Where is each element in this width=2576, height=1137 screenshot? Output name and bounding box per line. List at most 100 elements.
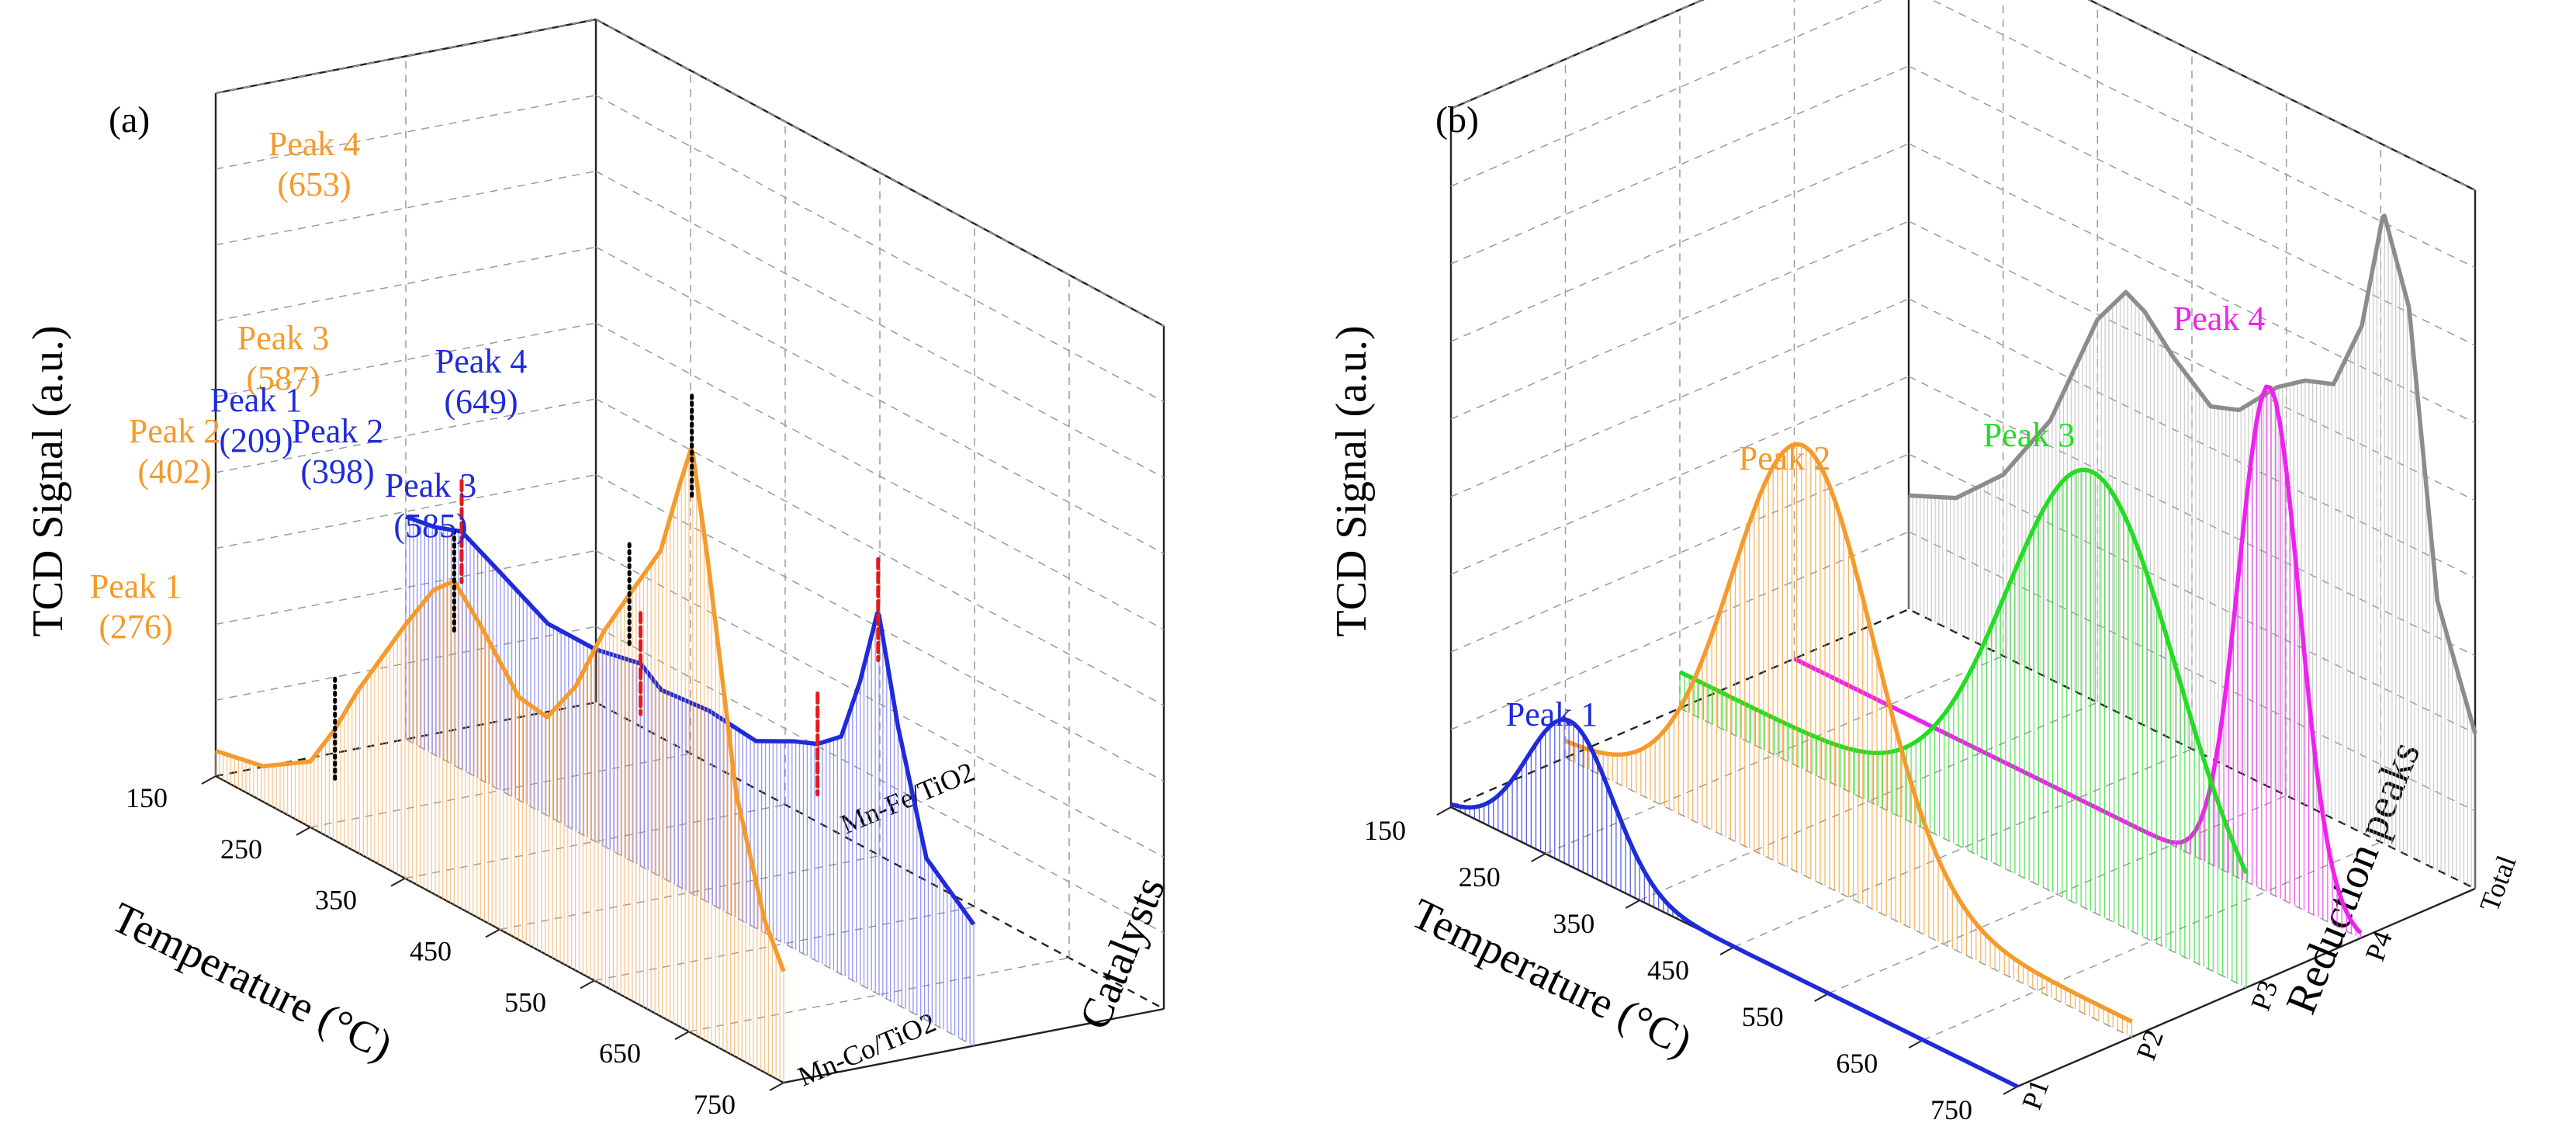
- panel-a-xtick: 350: [315, 885, 357, 916]
- panel-b-xtick-mark: [1908, 1039, 1923, 1049]
- panel-b-left-hgrid: [1450, 220, 1909, 420]
- panel-a-xtick: 650: [599, 1038, 641, 1069]
- panel-a-peak-label: Peak 1: [90, 567, 182, 605]
- panel-a-xtick: 150: [126, 782, 168, 813]
- panel-b-back-hgrid: [1908, 376, 2476, 657]
- panel-b-series-total: [1908, 213, 2477, 889]
- panel-a-zlabel: Catalysts: [1071, 870, 1175, 1036]
- panel-a-xtick-mark: [674, 1031, 690, 1041]
- panel-b-xtick: 150: [1364, 815, 1406, 846]
- panel-b-xtick-mark: [1625, 900, 1640, 909]
- panel-a-chart: (a) TCD Signal (a.u.) 150 250 350 450 550 650 75…: [24, 18, 1175, 1120]
- panel-b-peak-label: Peak 4: [2173, 300, 2266, 338]
- panel-b-xtick-mark: [1436, 806, 1452, 816]
- panel-b-xtick: 650: [1836, 1048, 1878, 1079]
- panel-a-left-hgrid: [215, 19, 597, 94]
- panel-b-peak-label: Peak 3: [1983, 416, 2076, 454]
- panel-b-xtick-mark: [2003, 1086, 2018, 1095]
- panel-a-xtick: 550: [504, 986, 546, 1017]
- panel-b-left-hgrid: [1450, 65, 1909, 265]
- panel-a-xtick: 450: [410, 936, 452, 967]
- panel-b-xtick: 250: [1459, 861, 1501, 893]
- panel-a-peak-temp: (653): [277, 165, 351, 203]
- panel-a-category-label: Mn-Co/TiO2: [793, 1007, 940, 1093]
- panel-a-label: (a): [109, 99, 150, 140]
- panel-b-top-edge: [1450, 0, 2476, 192]
- panel-a-peak-label: Peak 2: [292, 412, 384, 450]
- panel-b-series-p3-curve: [1678, 467, 2249, 875]
- panel-b-xtick: 550: [1742, 1001, 1784, 1032]
- panel-a-xtick-mark: [769, 1082, 784, 1091]
- panel-a-back-hgrid: [595, 398, 1165, 706]
- panel-a-floor-grid: [310, 753, 691, 828]
- panel-a-left-hgrid: [215, 398, 597, 473]
- panel-a-left-hgrid: [215, 473, 597, 549]
- panel-a-xtick-mark: [296, 826, 311, 836]
- panel-a-frame: [214, 18, 1165, 1084]
- panel-b-back-hgrid: [1908, 65, 2476, 346]
- panel-b-category-label: P1: [2016, 1075, 2055, 1113]
- panel-a-peak-label: Peak 3: [237, 319, 330, 357]
- panel-a-peak-label: Peak 4: [435, 342, 528, 380]
- panel-a-floor-grid: [594, 906, 975, 982]
- panel-a-back-hgrid: [595, 246, 1165, 554]
- panel-b-peak-label: Peak 1: [1506, 695, 1598, 733]
- panel-b-label: (b): [1435, 99, 1479, 140]
- panel-a-series-orange: [215, 447, 786, 1083]
- panel-b-chart: (b) TCD Signal (a.u.) 150 250 350 450 550 650 75…: [1328, 0, 2522, 1125]
- panel-b-xtick-mark: [1719, 946, 1735, 955]
- panel-a-peak-temp: (587): [246, 359, 320, 397]
- panel-b-category-label: P4: [2359, 927, 2398, 965]
- panel-a-xtick-mark: [390, 877, 406, 887]
- panel-b-xtick-mark: [1814, 993, 1830, 1002]
- panel-b-xtick: 750: [1930, 1094, 1972, 1125]
- panel-a-back-hgrid: [595, 19, 1165, 327]
- panel-b-series-p1-curve: [1450, 717, 2019, 1089]
- panel-b-ylabel: TCD Signal (a.u.): [1328, 325, 1376, 636]
- panel-a-xtick: 750: [694, 1089, 736, 1120]
- panel-b-xtick: 450: [1647, 955, 1689, 986]
- panel-a-xtick-mark: [580, 979, 595, 990]
- panel-a-series-orange-curve: [215, 447, 786, 972]
- panel-a-left-hgrid: [215, 549, 597, 626]
- panel-a-xtick-mark: [201, 775, 216, 785]
- panel-a-peak-label: Peak 1: [210, 381, 303, 419]
- panel-b-category-label: P2: [2130, 1026, 2169, 1064]
- panel-a-xtick-mark: [485, 928, 500, 938]
- panel-a-peak-label: Peak 2: [129, 412, 221, 450]
- panel-b-peak-label: Peak 2: [1739, 439, 1831, 477]
- panel-a-back-hgrid: [595, 549, 1165, 858]
- panel-a-floor-grid: [499, 854, 881, 931]
- panel-a-peak-label: Peak 4: [268, 125, 361, 163]
- panel-b-xtick-mark: [1531, 853, 1546, 862]
- panel-b-category-label: Total: [2474, 851, 2522, 916]
- panel-a-peak-temp: (398): [300, 452, 374, 491]
- panel-b-series-p2-curve: [1564, 442, 2133, 1024]
- panel-a-peak-temp: (585): [393, 507, 467, 545]
- panel-b-series-p2: [1564, 442, 2133, 1038]
- panel-a-xtick: 250: [220, 834, 262, 865]
- panel-b-xtick: 350: [1553, 908, 1594, 939]
- panel-b-back-hgrid: [1908, 220, 2476, 501]
- panel-a-peak-temp: (276): [99, 608, 172, 646]
- panel-a-left-hgrid: [215, 626, 597, 701]
- panel-b-series-total-curve: [1908, 213, 2477, 734]
- panel-a-left-hgrid: [215, 246, 597, 322]
- panel-a-ylabel: TCD Signal (a.u.): [24, 325, 72, 636]
- panel-a-peak-temp: (209): [219, 421, 293, 459]
- panel-a-peak-label: Peak 3: [385, 466, 477, 504]
- panel-a-peak-temp: (649): [444, 383, 518, 421]
- panel-a-left-hgrid: [215, 95, 597, 170]
- panel-a-series-blue: [405, 515, 976, 1046]
- panel-b-series-p1: [1450, 717, 2019, 1089]
- panel-a-floor-grid: [688, 957, 1070, 1032]
- panel-a-peak-temp: (402): [137, 452, 211, 491]
- panel-a-floor-grid: [404, 803, 786, 879]
- panel-b-series-p3: [1678, 467, 2249, 988]
- panel-a-left-hgrid: [215, 322, 597, 397]
- panel-b-category-label: P3: [2245, 976, 2284, 1014]
- panel-a-left-hgrid: [215, 170, 597, 246]
- panel-a-xlabel: Temperature (°C): [104, 893, 400, 1070]
- panel-b-left-hgrid: [1450, 376, 1909, 575]
